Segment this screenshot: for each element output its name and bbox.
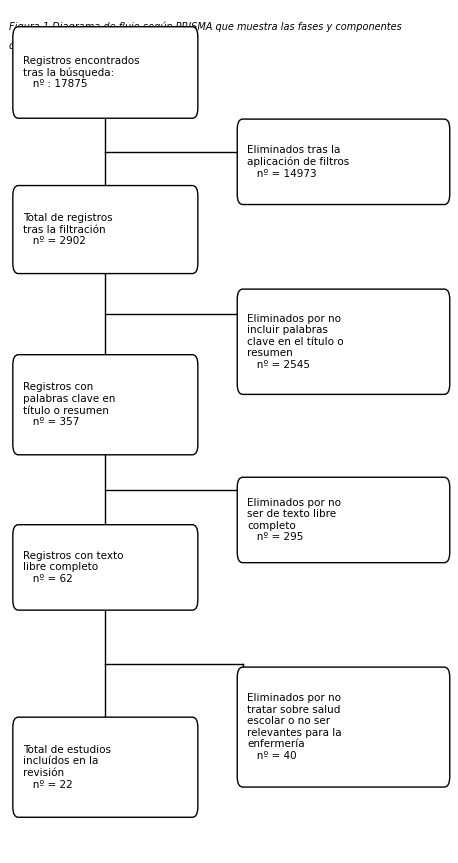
FancyBboxPatch shape [237, 667, 450, 787]
Text: Total de registros
tras la filtración
   nº = 2902: Total de registros tras la filtración nº… [23, 213, 113, 246]
FancyBboxPatch shape [13, 27, 198, 118]
FancyBboxPatch shape [237, 477, 450, 563]
FancyBboxPatch shape [13, 717, 198, 817]
Text: Eliminados por no
tratar sobre salud
escolar o no ser
relevantes para la
enferme: Eliminados por no tratar sobre salud esc… [247, 693, 342, 761]
Text: Registros con texto
libre completo
   nº = 62: Registros con texto libre completo nº = … [23, 551, 123, 584]
Text: Registros con
palabras clave en
título o resumen
   nº = 357: Registros con palabras clave en título o… [23, 382, 115, 427]
FancyBboxPatch shape [237, 119, 450, 205]
Text: Eliminados tras la
aplicación de filtros
   nº = 14973: Eliminados tras la aplicación de filtros… [247, 145, 349, 179]
Text: Eliminados por no
incluir palabras
clave en el título o
resumen
   nº = 2545: Eliminados por no incluir palabras clave… [247, 313, 344, 370]
FancyBboxPatch shape [13, 525, 198, 610]
FancyBboxPatch shape [13, 355, 198, 455]
Text: Total de estudios
incluídos en la
revisión
   nº = 22: Total de estudios incluídos en la revisi… [23, 745, 111, 790]
Text: Figura 1 Diagrama de flujo según PRISMA que muestra las fases y componentes: Figura 1 Diagrama de flujo según PRISMA … [9, 22, 402, 32]
FancyBboxPatch shape [13, 186, 198, 274]
FancyBboxPatch shape [237, 289, 450, 394]
Text: Registros encontrados
tras la búsqueda:
   nº : 17875: Registros encontrados tras la búsqueda: … [23, 55, 140, 90]
Text: del proceso de búsqueda: del proceso de búsqueda [9, 41, 133, 51]
Text: Eliminados por no
ser de texto libre
completo
   nº = 295: Eliminados por no ser de texto libre com… [247, 498, 341, 542]
